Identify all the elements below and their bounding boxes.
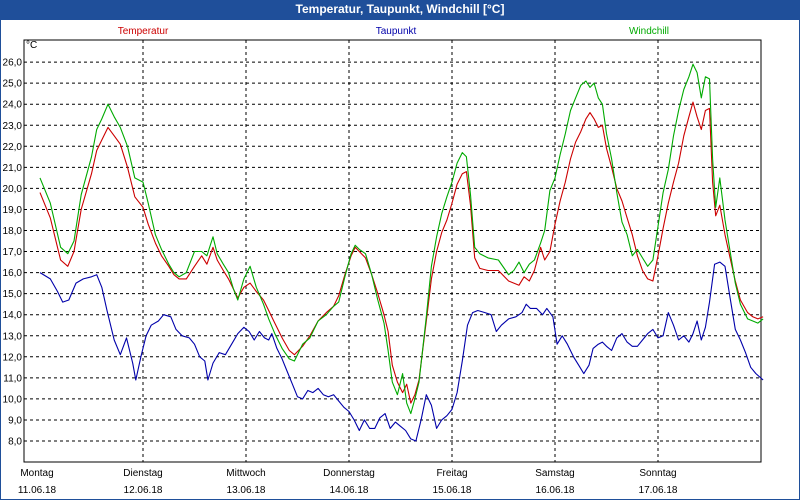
series-line-windchill	[39, 63, 764, 415]
y-tick-label: 16,0	[3, 268, 23, 279]
y-axis-ticks: 8,0 9,0 10,0 11,0 12,0 13,0 14,0 15,0 16,0 17,0 18…	[3, 58, 23, 448]
x-date-label: 13.06.18	[227, 485, 266, 496]
y-tick-label: 22,0	[3, 142, 23, 153]
x-weekday-label: Dienstag	[123, 468, 162, 479]
grid-layer	[24, 40, 761, 462]
y-tick-label: 9,0	[8, 415, 22, 426]
x-weekday-label: Donnerstag	[323, 468, 375, 479]
legend-entry: Windchill	[629, 26, 669, 37]
y-tick-label: 25,0	[3, 79, 23, 90]
x-weekday-label: Sonntag	[639, 468, 676, 479]
x-weekday-label: Samstag	[535, 468, 574, 479]
y-tick-label: 18,0	[3, 226, 23, 237]
plot-area-border	[23, 39, 762, 463]
y-unit-label: °C	[26, 40, 37, 51]
y-tick-label: 10,0	[3, 394, 23, 405]
y-tick-label: 21,0	[3, 163, 23, 174]
y-tick-label: 8,0	[8, 437, 22, 448]
legend-entry: Temperatur	[118, 26, 169, 37]
legend-entry: Taupunkt	[376, 26, 417, 37]
y-tick-label: 17,0	[3, 247, 23, 258]
y-tick-label: 24,0	[3, 100, 23, 111]
series-line-taupunkt	[39, 261, 764, 442]
x-date-label: 12.06.18	[124, 485, 163, 496]
y-tick-label: 26,0	[3, 58, 23, 69]
series-line-temperatur	[39, 101, 764, 404]
x-date-label: 14.06.18	[330, 485, 369, 496]
y-tick-label: 15,0	[3, 289, 23, 300]
y-tick-label: 19,0	[3, 205, 23, 216]
x-weekday-label: Freitag	[436, 468, 467, 479]
series-layer	[39, 63, 764, 442]
x-date-label: 15.06.18	[433, 485, 472, 496]
x-date-label: 17.06.18	[639, 485, 678, 496]
y-tick-label: 14,0	[3, 310, 23, 321]
y-tick-label: 12,0	[3, 352, 23, 363]
x-date-label: 16.06.18	[536, 485, 575, 496]
chart-title: Temperatur, Taupunkt, Windchill [°C]	[0, 0, 800, 19]
y-tick-label: 13,0	[3, 331, 23, 342]
x-weekday-label: Mittwoch	[226, 468, 265, 479]
legend: Temperatur Taupunkt Windchill	[118, 26, 669, 37]
x-date-label: 11.06.18	[18, 485, 57, 496]
y-tick-label: 23,0	[3, 121, 23, 132]
x-weekday-label: Montag	[20, 468, 53, 479]
y-tick-label: 11,0	[3, 373, 22, 384]
x-axis-labels: Montag 11.06.18 Dienstag 12.06.18 Mittwoch 13…	[18, 468, 678, 496]
y-tick-label: 20,0	[3, 184, 23, 195]
